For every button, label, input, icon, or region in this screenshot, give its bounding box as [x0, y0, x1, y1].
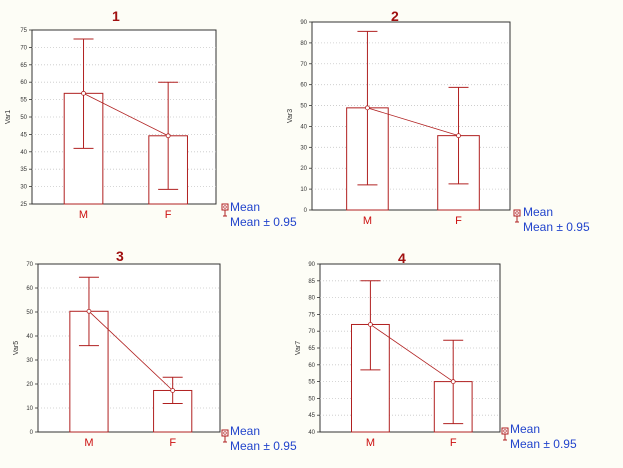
legend-4: Mean Mean ± 0.95 — [510, 422, 577, 452]
y-tick-label: 35 — [20, 167, 27, 173]
legend-ci-label: Mean ± 0.95 — [230, 439, 297, 453]
legend-icon-2 — [512, 208, 522, 229]
mean-dot-glyph — [503, 429, 507, 433]
legend-icon-1 — [220, 202, 230, 223]
mean-point — [86, 308, 92, 314]
mean-point — [368, 322, 373, 327]
legend-mean-label: Mean — [230, 424, 261, 438]
category-label-m: M — [84, 437, 93, 449]
y-tick-label: 10 — [300, 187, 307, 193]
chart-2: 0 10 20 30 40 50 60 70 80 90 Var3 M F — [287, 20, 511, 227]
y-tick-label: 60 — [300, 83, 307, 89]
y-tick-label: 70 — [308, 329, 315, 335]
chart-title-2: 2 — [391, 8, 399, 24]
category-label-f: F — [455, 215, 462, 227]
mean-point — [170, 388, 176, 393]
y-tick-label: 45 — [20, 132, 27, 138]
legend-ci-label: Mean ± 0.95 — [510, 437, 577, 451]
y-tick-label: 85 — [308, 279, 315, 285]
y-tick-label: 30 — [20, 185, 27, 191]
mean-line — [367, 107, 459, 137]
mean-line — [83, 92, 169, 137]
mean-dot-glyph — [223, 205, 227, 209]
y-tick-label: 60 — [308, 363, 315, 369]
chart-title-4: 4 — [398, 250, 406, 266]
mean-ci-icon — [501, 427, 509, 441]
category-label-f: F — [450, 437, 457, 449]
category-label-m: M — [363, 215, 372, 227]
y-tick-label: 80 — [300, 41, 307, 47]
mean-ci-icon — [513, 209, 521, 223]
y-tick-label: 55 — [20, 98, 27, 104]
mean-dot-glyph — [223, 431, 227, 435]
mean-ci-icon — [221, 429, 229, 443]
mean-point — [165, 133, 171, 139]
y-tick-label: 45 — [308, 413, 315, 419]
category-label-m: M — [79, 209, 88, 221]
mean-point — [81, 90, 86, 96]
mean-point — [365, 105, 370, 111]
legend-mean-label: Mean — [523, 205, 554, 219]
y-tick-label: 50 — [308, 396, 315, 402]
mean-point — [450, 379, 456, 384]
chart-3: 0 10 20 30 40 50 60 70 Var5 M F — [13, 262, 221, 449]
legend-mean-label: Mean — [510, 422, 541, 436]
legend-1: Mean Mean ± 0.95 — [230, 200, 297, 230]
y-tick-label: 50 — [20, 115, 27, 121]
y-tick-label: 50 — [300, 104, 307, 110]
y-tick-label: 70 — [300, 62, 307, 68]
category-label-f: F — [165, 209, 172, 221]
category-label-m: M — [366, 437, 375, 449]
legend-ci-label: Mean ± 0.95 — [523, 220, 590, 234]
y-tick-label: 30 — [300, 145, 307, 151]
legend-icon-4 — [500, 426, 510, 447]
y-tick-label: 90 — [300, 20, 307, 26]
legend-mean-label: Mean — [230, 200, 261, 214]
y-tick-label: 65 — [308, 346, 315, 352]
y-tick-label: 55 — [308, 380, 315, 386]
y-tick-label: 40 — [20, 150, 27, 156]
mean-line — [370, 324, 454, 382]
y-axis-label: Var7 — [295, 341, 302, 355]
y-tick-label: 40 — [308, 430, 315, 436]
chart-4: 40 45 50 55 60 65 70 75 80 85 90 Var7 M F — [295, 262, 501, 449]
mean-line — [88, 310, 173, 391]
mean-point — [456, 133, 461, 139]
y-tick-label: 10 — [26, 406, 33, 412]
y-tick-label: 20 — [26, 382, 33, 388]
legend-2: Mean Mean ± 0.95 — [523, 205, 590, 235]
plot-area — [311, 21, 511, 211]
plot-area — [37, 263, 221, 433]
y-tick-label: 60 — [20, 80, 27, 86]
y-tick-label: 25 — [20, 202, 27, 208]
y-tick-label: 60 — [26, 286, 33, 292]
chart-title-3: 3 — [116, 248, 124, 264]
y-tick-label: 75 — [20, 28, 27, 34]
y-tick-label: 75 — [308, 312, 315, 318]
y-tick-label: 80 — [308, 296, 315, 302]
chart-title-1: 1 — [112, 8, 120, 24]
y-tick-label: 65 — [20, 63, 27, 69]
mean-dot-glyph — [515, 211, 519, 215]
y-tick-label: 30 — [26, 358, 33, 364]
y-tick-label: 90 — [308, 262, 315, 268]
y-tick-label: 50 — [26, 310, 33, 316]
y-tick-label: 20 — [300, 166, 307, 172]
y-tick-label: 70 — [26, 262, 33, 268]
y-tick-label: 0 — [30, 430, 34, 436]
chart-1: 25 30 35 40 45 50 55 60 65 70 75 Var1 M F — [5, 28, 217, 221]
legend-ci-label: Mean ± 0.95 — [230, 215, 297, 229]
y-axis-label: Var3 — [287, 109, 294, 123]
category-label-f: F — [169, 437, 176, 449]
y-tick-label: 0 — [304, 208, 308, 214]
mean-ci-icon — [221, 203, 229, 217]
y-axis-label: Var1 — [5, 110, 12, 124]
y-axis-label: Var5 — [13, 341, 20, 355]
legend-3: Mean Mean ± 0.95 — [230, 424, 297, 454]
y-tick-label: 40 — [26, 334, 33, 340]
legend-icon-3 — [220, 428, 230, 449]
y-tick-label: 70 — [20, 45, 27, 51]
y-tick-label: 40 — [300, 124, 307, 130]
